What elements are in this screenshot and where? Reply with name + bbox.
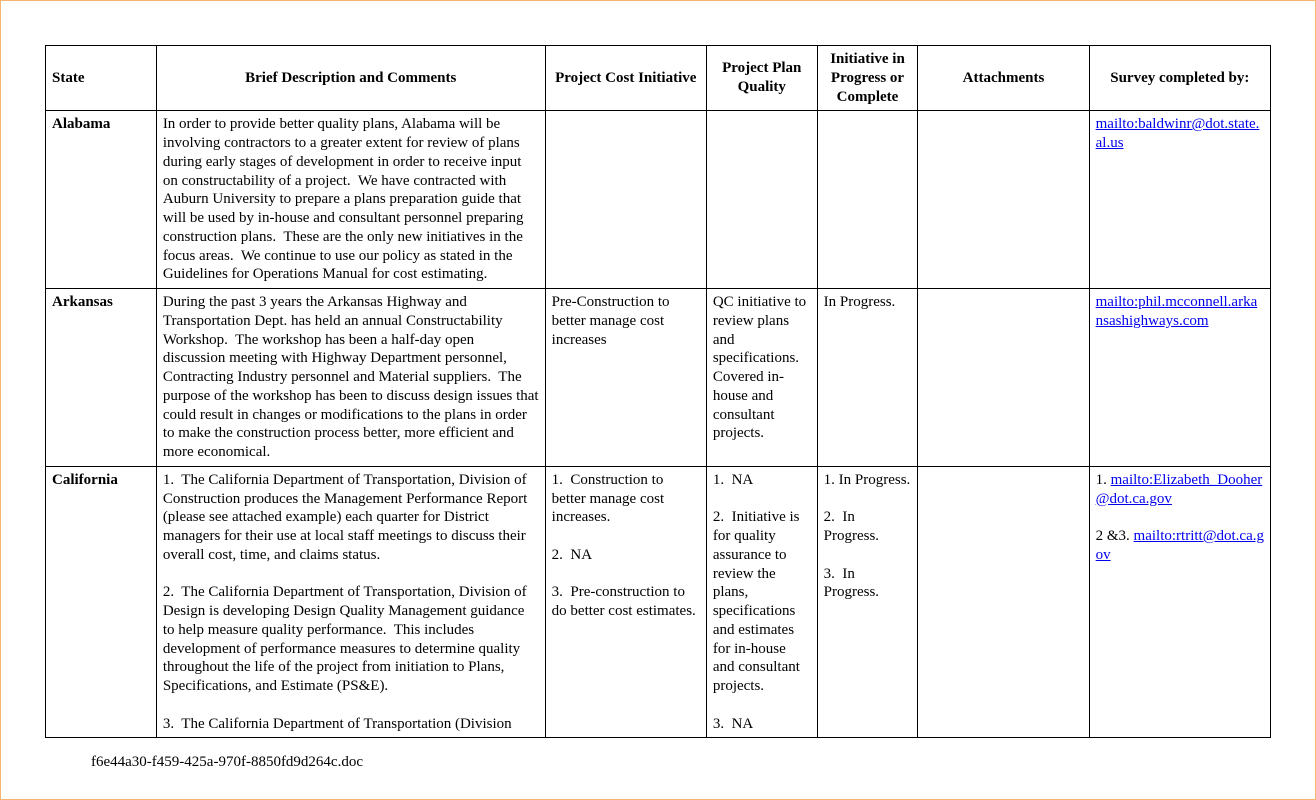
- cost-cell: Pre-Construction to better manage cost i…: [545, 289, 706, 467]
- description-cell: During the past 3 years the Arkansas Hig…: [156, 289, 545, 467]
- survey-text: 1.: [1096, 472, 1111, 488]
- survey-mailto-link[interactable]: mailto:Elizabeth_Dooher@dot.ca.gov: [1096, 472, 1263, 507]
- col-header-attachments: Attachments: [918, 46, 1089, 111]
- col-header-initiative: Initiative in Progress or Complete: [817, 46, 918, 111]
- survey-cell: mailto:phil.mcconnell.arkansashighways.c…: [1089, 289, 1270, 467]
- attachments-cell: [918, 111, 1089, 289]
- col-header-state: State: [46, 46, 157, 111]
- initiative-cell: [817, 111, 918, 289]
- description-cell: 1. The California Department of Transpor…: [156, 466, 545, 738]
- state-cell: California: [46, 466, 157, 738]
- col-header-survey: Survey completed by:: [1089, 46, 1270, 111]
- col-header-cost: Project Cost Initiative: [545, 46, 706, 111]
- footer-filename: f6e44a30-f459-425a-970f-8850fd9d264c.doc: [91, 754, 363, 771]
- state-cell: Alabama: [46, 111, 157, 289]
- table-header-row: State Brief Description and Comments Pro…: [46, 46, 1271, 111]
- survey-mailto-link[interactable]: mailto:phil.mcconnell.arkansashighways.c…: [1096, 294, 1258, 329]
- col-header-description: Brief Description and Comments: [156, 46, 545, 111]
- state-cell: Arkansas: [46, 289, 157, 467]
- survey-cell: mailto:baldwinr@dot.state.al.us: [1089, 111, 1270, 289]
- table-body: AlabamaIn order to provide better qualit…: [46, 111, 1271, 738]
- survey-cell: 1. mailto:Elizabeth_Dooher@dot.ca.gov 2 &…: [1089, 466, 1270, 738]
- col-header-quality: Project Plan Quality: [706, 46, 817, 111]
- attachments-cell: [918, 289, 1089, 467]
- quality-cell: QC initiative to review plans and specif…: [706, 289, 817, 467]
- initiative-cell: In Progress.: [817, 289, 918, 467]
- cost-cell: 1. Construction to better manage cost in…: [545, 466, 706, 738]
- quality-cell: 1. NA 2. Initiative is for quality assur…: [706, 466, 817, 738]
- state-survey-table: State Brief Description and Comments Pro…: [45, 45, 1271, 738]
- table-row: AlabamaIn order to provide better qualit…: [46, 111, 1271, 289]
- survey-text: 2 &3.: [1096, 528, 1134, 544]
- quality-cell: [706, 111, 817, 289]
- attachments-cell: [918, 466, 1089, 738]
- table-row: ArkansasDuring the past 3 years the Arka…: [46, 289, 1271, 467]
- cost-cell: [545, 111, 706, 289]
- survey-mailto-link[interactable]: mailto:baldwinr@dot.state.al.us: [1096, 116, 1260, 151]
- description-cell: In order to provide better quality plans…: [156, 111, 545, 289]
- table-row: California1. The California Department o…: [46, 466, 1271, 738]
- initiative-cell: 1. In Progress. 2. In Progress. 3. In Pr…: [817, 466, 918, 738]
